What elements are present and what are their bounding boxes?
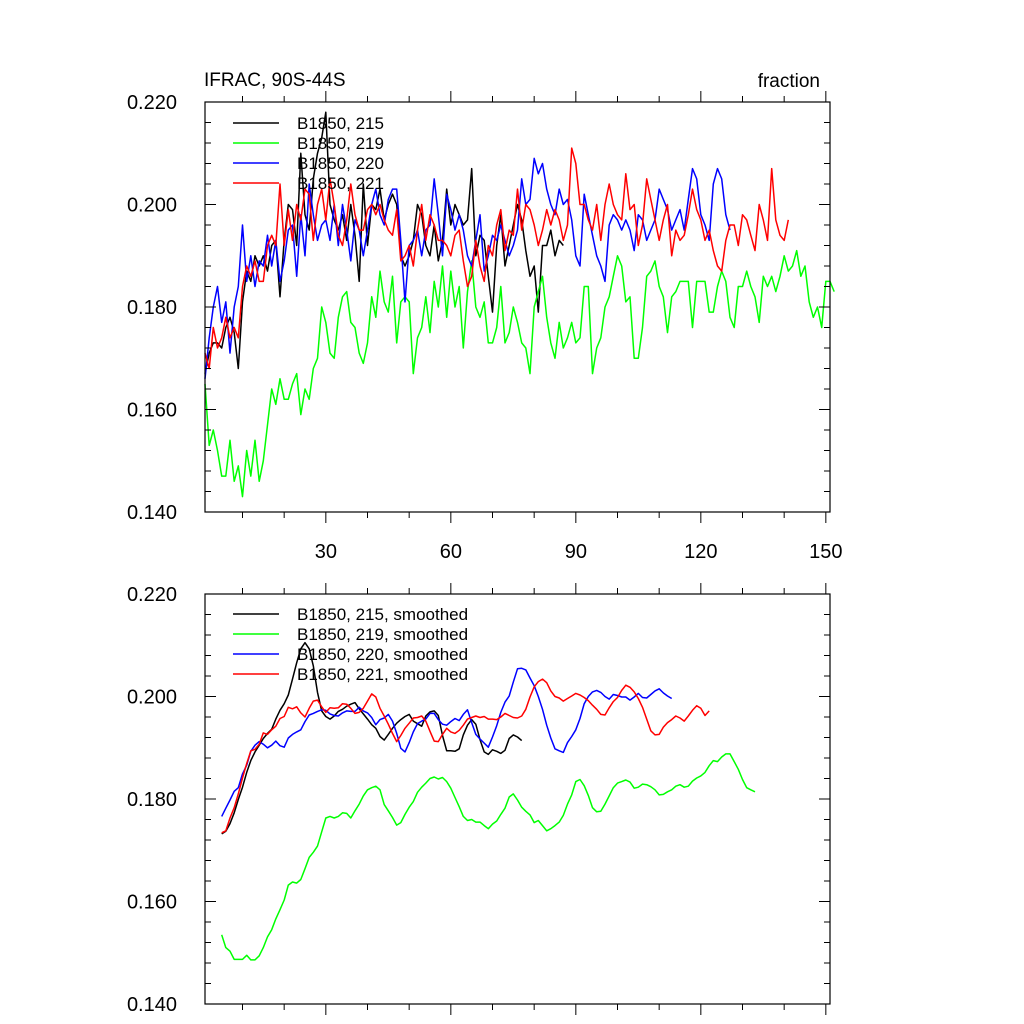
y-tick-label: 0.160 xyxy=(127,400,177,422)
bottom-plot-area: 0.140 0.160 0.180 0.200 0.220 B1850, 215, smo… xyxy=(127,583,831,1016)
series-line-4 xyxy=(204,147,790,370)
top-plot-area: 0.140 0.160 0.180 0.200 0.220 30 60 90 120 150 B18… xyxy=(127,91,843,563)
y-tick-label: 0.200 xyxy=(127,195,177,217)
y-tick-label: 0.160 xyxy=(127,892,177,914)
legend-label-3: B1850, 220 xyxy=(297,154,384,173)
x-tick-label: 60 xyxy=(440,541,462,563)
top-panel-title-right: fraction xyxy=(758,71,820,92)
legend-label-2: B1850, 219, smoothed xyxy=(297,625,468,644)
series-line-4 xyxy=(221,678,710,834)
x-tick-label: 30 xyxy=(315,541,337,563)
x-tick-label: 150 xyxy=(809,541,842,563)
y-tick-label: 0.220 xyxy=(127,92,177,114)
top-panel: IFRAC, 90S-44S fraction 0.1400.1600.1800… xyxy=(127,70,843,563)
top-panel-title-left: IFRAC, 90S-44S xyxy=(204,70,346,91)
legend-label-1: B1850, 215, smoothed xyxy=(297,605,468,624)
y-tick-label: 0.180 xyxy=(127,297,177,319)
legend-label-3: B1850, 220, smoothed xyxy=(297,645,468,664)
legend-label-1: B1850, 215 xyxy=(297,114,384,133)
series-line-2 xyxy=(220,753,756,961)
bottom-panel: 0.140 0.160 0.180 0.200 0.220 B1850, 215, smo… xyxy=(127,583,831,1016)
series-line-1 xyxy=(204,111,564,374)
x-tick-label: 120 xyxy=(684,541,717,563)
legend-label-4: B1850, 221 xyxy=(297,174,384,193)
x-tick-label: 90 xyxy=(565,541,587,563)
y-tick-label: 0.220 xyxy=(127,584,177,606)
series-line-3 xyxy=(221,667,673,817)
series-line-2 xyxy=(204,249,835,498)
y-tick-label: 0.140 xyxy=(127,994,177,1016)
y-tick-label: 0.180 xyxy=(127,789,177,811)
legend-label-2: B1850, 219 xyxy=(297,134,384,153)
y-tick-label: 0.200 xyxy=(127,687,177,709)
y-tick-label: 0.140 xyxy=(127,502,177,524)
legend-label-4: B1850, 221, smoothed xyxy=(297,665,468,684)
